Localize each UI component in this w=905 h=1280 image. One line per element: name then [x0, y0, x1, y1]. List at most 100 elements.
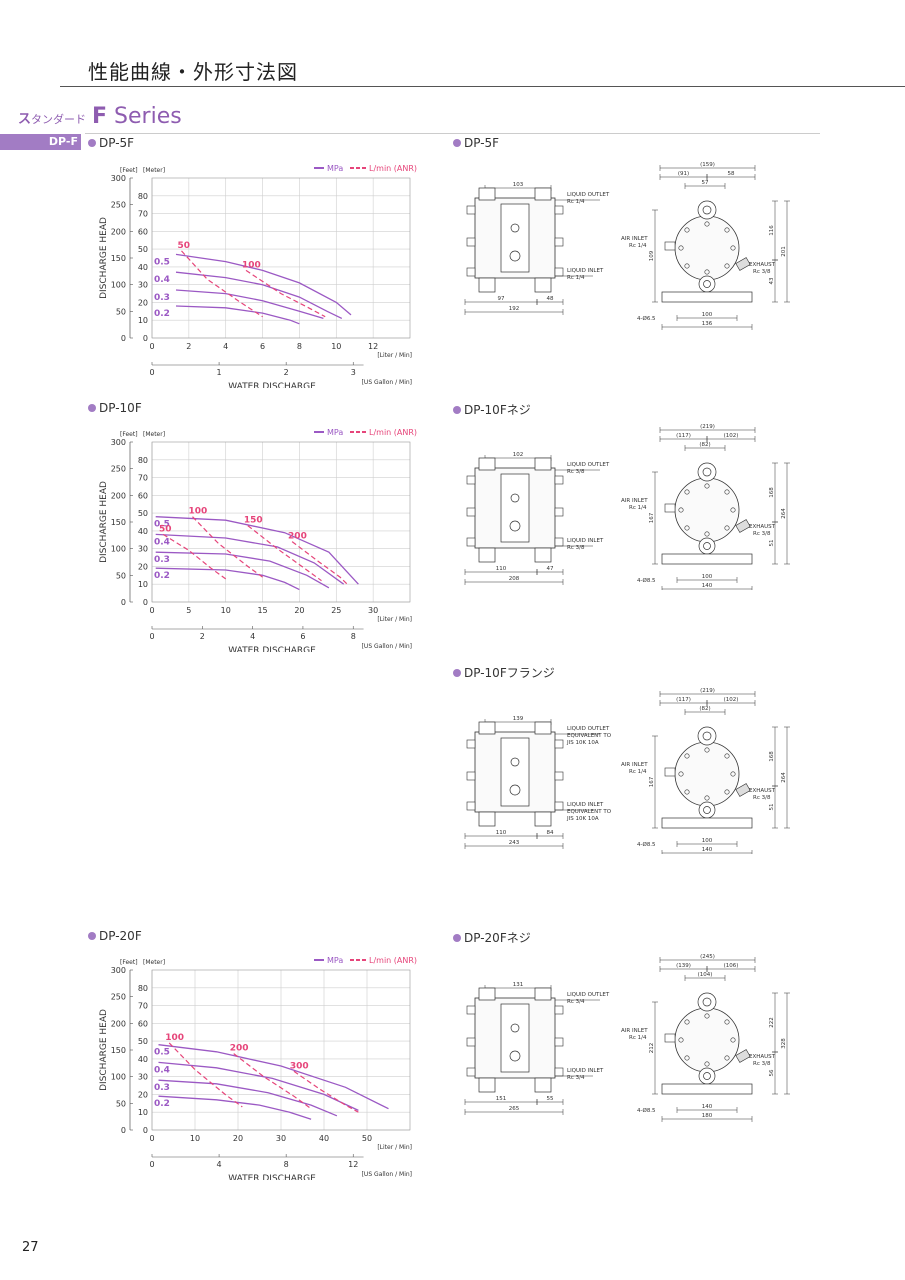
section-dp20f-chart: DP-20F: [88, 929, 142, 943]
mounting-holes-label: 4-Ø8.5: [637, 1107, 656, 1114]
air-inlet-fitting: [664, 241, 676, 251]
dimension-label: 208: [509, 576, 520, 582]
feet-tick-label: 200: [111, 227, 126, 236]
dimension-label: (102): [724, 433, 739, 439]
section-label: DP-10Fネジ: [464, 403, 531, 417]
meter-tick-label: 70: [138, 1002, 148, 1011]
dimension-label: 180: [702, 1113, 713, 1119]
mpa-curve-label: 0.4: [154, 275, 170, 285]
dimension-label: 48: [547, 296, 554, 302]
x-tick-label: 30: [368, 606, 378, 615]
x-unit-gallon: [US Gallon / Min]: [362, 1171, 412, 1178]
air-flow-label: 100: [165, 1033, 184, 1043]
outlet-port-left: [478, 187, 496, 201]
section-label: DP-5F: [99, 136, 135, 150]
foot-right: [534, 277, 552, 293]
side-bolt-left: [466, 1037, 476, 1047]
air-flow-label: 300: [290, 1061, 309, 1071]
dimension-label: (106): [724, 963, 739, 969]
feet-tick-label: 50: [116, 307, 126, 316]
mpa-curve-label: 0.3: [154, 293, 170, 303]
side-bolt-right: [554, 771, 564, 781]
outlet-size-label: Rc 3/4: [567, 999, 585, 1005]
mpa-curve-0.5: [155, 516, 359, 585]
section-dp5f-drawing: DP-5F: [453, 136, 499, 150]
base-plate: [661, 553, 753, 565]
x-unit-liter: [Liter / Min]: [377, 616, 412, 623]
meter-tick-label: 0: [143, 1126, 148, 1135]
outlet-port-right: [534, 457, 552, 471]
mpa-curve-label: 0.4: [154, 537, 170, 547]
bottom-manifold: [698, 1067, 716, 1085]
bolt-icon: [730, 771, 736, 777]
bolt-icon: [704, 1013, 710, 1019]
x-tick-label: 12: [368, 342, 378, 351]
dimension-label: 192: [509, 306, 520, 312]
dimension-label: (117): [676, 697, 691, 703]
gallon-tick-label: 2: [284, 368, 289, 377]
gallon-tick-label: 2: [200, 632, 205, 641]
air-inlet-size-label: Rc 1/4: [629, 505, 647, 511]
gallon-tick-label: 0: [149, 368, 154, 377]
dimension-label: 140: [702, 1104, 713, 1110]
x-tick-label: 15: [257, 606, 267, 615]
dimension-label: 222: [769, 1017, 775, 1028]
gallon-tick-label: 8: [284, 1160, 289, 1169]
bullet-icon: [88, 139, 96, 147]
mpa-curve-label: 0.3: [154, 555, 170, 565]
mpa-curve-label: 0.2: [154, 1099, 170, 1109]
feet-unit-label: [Feet]: [120, 959, 138, 966]
top-manifold: [697, 462, 717, 482]
dimension-label: 47: [547, 566, 554, 572]
inlet-port-icon: [703, 280, 711, 288]
dimension-label: 109: [649, 250, 655, 261]
air-inlet-fitting: [664, 503, 676, 513]
section-dp10f-chart: DP-10F: [88, 401, 142, 415]
bolt-icon: [724, 1019, 730, 1025]
meter-tick-label: 60: [138, 1019, 148, 1028]
gallon-tick-label: 6: [300, 632, 305, 641]
dimension-label: 167: [649, 512, 655, 523]
dimension-label: 116: [769, 225, 775, 236]
outlet-port-icon: [702, 467, 712, 477]
feet-unit-label: [Feet]: [120, 431, 138, 438]
feet-tick-label: 200: [111, 491, 126, 500]
bolt-icon: [678, 771, 684, 777]
foot-left: [478, 547, 496, 563]
outlet-port-right: [534, 721, 552, 735]
air-inlet-size-label: Rc 1/4: [629, 769, 647, 775]
air-flow-label: 150: [244, 516, 263, 526]
x-unit-liter: [Liter / Min]: [377, 352, 412, 359]
side-bolt-right: [554, 1037, 564, 1047]
side-bolt-left: [466, 739, 476, 749]
diaphragm-housing: [674, 477, 740, 543]
side-bolt-right: [554, 1067, 564, 1077]
side-bolt-left: [466, 205, 476, 215]
bolt-icon: [724, 525, 730, 531]
dimension-label: (104): [698, 972, 713, 978]
feet-tick-label: 100: [111, 545, 126, 554]
meter-tick-label: 40: [138, 527, 148, 536]
air-valve-icon: [510, 493, 520, 503]
series-heading: スタンダード F Series: [18, 104, 182, 129]
bolt-icon: [724, 789, 730, 795]
air-flow-line-100: [168, 1042, 243, 1108]
dimension-label: 264: [781, 508, 787, 519]
air-flow-line-100: [245, 269, 326, 318]
outlet-port-left: [478, 987, 496, 1001]
section-label: DP-5F: [464, 136, 500, 150]
bullet-icon: [88, 404, 96, 412]
meter-tick-label: 20: [138, 1090, 148, 1099]
meter-tick-label: 0: [143, 334, 148, 343]
gallon-tick-label: 3: [351, 368, 356, 377]
inlet-label: LIQUID INLET: [567, 802, 604, 808]
side-bolt-left: [466, 801, 476, 811]
air-flow-label: 50: [159, 524, 172, 534]
x-tick-label: 10: [190, 1134, 200, 1143]
page-number: 27: [22, 1240, 39, 1255]
side-bolt-left: [466, 771, 476, 781]
feet-tick-label: 50: [116, 571, 126, 580]
meter-tick-label: 80: [138, 456, 148, 465]
